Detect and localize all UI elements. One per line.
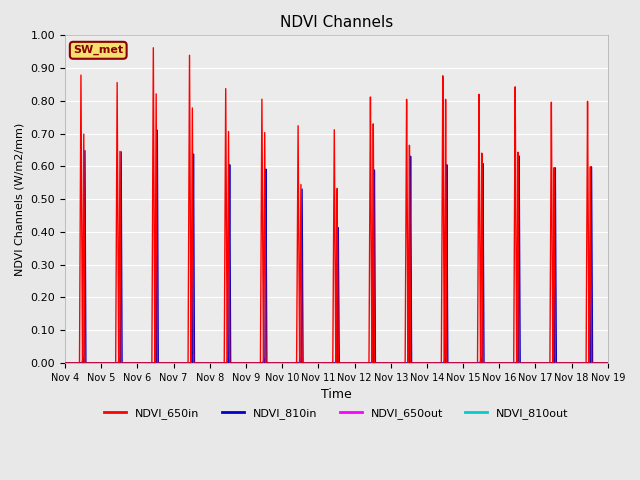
NDVI_650in	[602, 360, 610, 366]
NDVI_650out	[586, 355, 593, 361]
NDVI_810in	[604, 360, 612, 366]
NDVI_650in	[412, 360, 419, 366]
Line: NDVI_650in: NDVI_650in	[65, 48, 608, 363]
NDVI_650out	[412, 360, 419, 366]
NDVI_650in	[264, 360, 272, 366]
NDVI_810out	[412, 360, 419, 366]
NDVI_650in	[604, 360, 612, 366]
NDVI_810in	[177, 360, 185, 366]
NDVI_650in	[177, 360, 185, 366]
NDVI_810in	[488, 360, 496, 366]
NDVI_810out	[172, 360, 179, 366]
NDVI_650out	[488, 360, 496, 366]
Title: NDVI Channels: NDVI Channels	[280, 15, 393, 30]
NDVI_650out	[172, 360, 179, 366]
NDVI_650in	[150, 45, 157, 50]
NDVI_810in	[154, 127, 161, 133]
Y-axis label: NDVI Channels (W/m2/mm): NDVI Channels (W/m2/mm)	[15, 122, 25, 276]
NDVI_650out	[602, 360, 610, 366]
NDVI_650in	[172, 360, 179, 366]
NDVI_810out	[264, 360, 272, 366]
NDVI_810in	[602, 360, 610, 366]
Line: NDVI_650out: NDVI_650out	[65, 358, 608, 363]
X-axis label: Time: Time	[321, 388, 352, 401]
Legend: NDVI_650in, NDVI_810in, NDVI_650out, NDVI_810out: NDVI_650in, NDVI_810in, NDVI_650out, NDV…	[100, 403, 573, 423]
NDVI_810in	[172, 360, 179, 366]
NDVI_650in	[488, 360, 496, 366]
Line: NDVI_810out: NDVI_810out	[65, 359, 608, 363]
NDVI_650in	[61, 360, 69, 366]
Text: SW_met: SW_met	[73, 45, 124, 55]
NDVI_810out	[61, 360, 69, 366]
NDVI_650out	[61, 360, 69, 366]
NDVI_650out	[604, 360, 612, 366]
NDVI_810out	[586, 356, 593, 362]
NDVI_810in	[61, 360, 69, 366]
NDVI_810out	[488, 360, 496, 366]
NDVI_810in	[412, 360, 419, 366]
NDVI_810out	[177, 360, 185, 366]
NDVI_650out	[264, 360, 272, 366]
NDVI_810in	[264, 360, 272, 366]
NDVI_810out	[604, 360, 612, 366]
NDVI_650out	[177, 360, 185, 366]
Line: NDVI_810in: NDVI_810in	[65, 130, 608, 363]
NDVI_810out	[602, 360, 610, 366]
